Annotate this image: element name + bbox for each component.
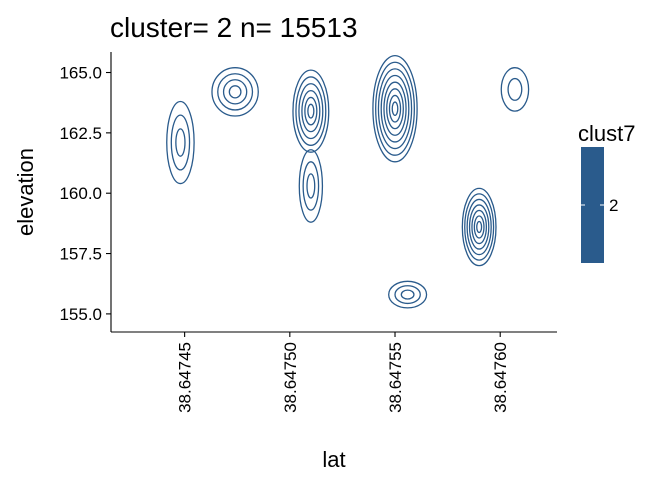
x-tick-label: 38.64745 — [176, 342, 195, 413]
contour-line — [298, 149, 324, 223]
contour-line — [375, 61, 415, 156]
y-tick-label: 160.0 — [59, 184, 102, 203]
contour-line — [507, 77, 523, 101]
contour-line — [306, 173, 316, 199]
legend-title: clust7 — [578, 121, 635, 146]
x-axis-ticks: 38.64745 38.64750 38.64755 38.64760 — [176, 332, 510, 413]
contour-line — [377, 68, 413, 150]
contour-line — [388, 280, 428, 309]
contour-line — [468, 204, 490, 250]
x-tick-label: 38.64750 — [281, 342, 300, 413]
contour-line — [388, 94, 402, 123]
x-tick-label: 38.64760 — [491, 342, 510, 413]
contour-line — [461, 187, 497, 267]
contour-line — [372, 54, 418, 163]
contour-line — [307, 103, 315, 119]
legend-label-2: 2 — [609, 196, 618, 215]
contour-line — [473, 215, 485, 239]
contour-line — [166, 100, 195, 185]
contour-line — [175, 128, 186, 157]
y-tick-label: 165.0 — [59, 64, 102, 83]
contour-line — [170, 114, 191, 171]
contour-line — [383, 81, 407, 136]
contour-lines — [166, 54, 530, 309]
contour-line — [476, 220, 483, 234]
contour-line — [217, 73, 254, 111]
y-tick-label: 157.5 — [59, 245, 102, 264]
contour-line — [386, 88, 404, 130]
x-axis-title: lat — [322, 447, 345, 472]
legend-key-2 — [581, 147, 604, 263]
contour-line — [391, 101, 399, 117]
contour-line — [394, 285, 421, 305]
contour-line — [471, 209, 488, 245]
x-tick-label: 38.64755 — [386, 342, 405, 413]
contour-line — [466, 198, 492, 256]
y-tick-label: 162.5 — [59, 124, 102, 143]
chart-title: cluster= 2 n= 15513 — [110, 12, 358, 43]
contour-line — [400, 289, 415, 300]
contour-line — [464, 193, 495, 261]
plot-panel — [110, 52, 557, 333]
contour-line — [211, 67, 259, 117]
contour-line — [302, 161, 320, 211]
legend: clust7 2 — [578, 121, 635, 263]
contour-line — [222, 79, 248, 105]
y-tick-label: 155.0 — [59, 305, 102, 324]
contour-line — [500, 67, 530, 112]
contour-line — [380, 74, 410, 143]
contour-line — [292, 69, 330, 153]
contour-line — [298, 83, 324, 140]
y-axis-ticks: 155.0 157.5 160.0 162.5 165.0 — [59, 64, 111, 324]
contour-line — [295, 76, 327, 146]
contour-line — [301, 89, 321, 133]
y-axis-title: elevation — [13, 148, 38, 236]
contour-line — [228, 85, 242, 99]
contour-line — [304, 96, 318, 126]
